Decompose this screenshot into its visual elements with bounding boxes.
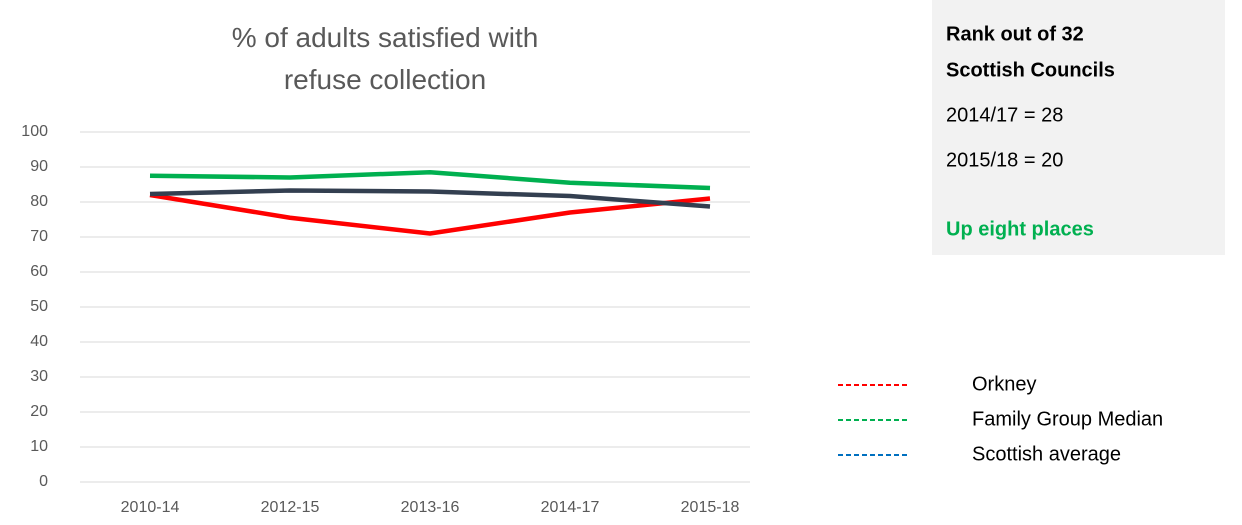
y-tick-label: 10 — [30, 438, 48, 455]
chart-title: % of adults satisfied with refuse collect… — [232, 22, 539, 95]
legend-label: Orkney — [972, 373, 1036, 395]
info-heading: Scottish Councils — [946, 59, 1115, 81]
info-line: 2015/18 = 20 — [946, 149, 1063, 171]
legend-label: Scottish average — [972, 443, 1121, 465]
line-series — [149, 188, 711, 209]
y-tick-label: 0 — [39, 473, 48, 490]
x-tick-label: 2013-16 — [401, 499, 460, 516]
info-box — [932, 0, 1225, 255]
y-tick-label: 90 — [30, 158, 48, 175]
y-tick-label: 20 — [30, 403, 48, 420]
info-highlight: Up eight places — [946, 218, 1094, 240]
y-tick-label: 100 — [21, 123, 48, 140]
info-heading: Rank out of 32 — [946, 23, 1084, 45]
y-tick-label: 60 — [30, 263, 48, 280]
x-tick-label: 2010-14 — [121, 499, 180, 516]
y-tick-label: 50 — [30, 298, 48, 315]
y-tick-label: 80 — [30, 193, 48, 210]
y-tick-label: 70 — [30, 228, 48, 245]
legend-label: Family Group Median — [972, 408, 1163, 430]
line-series — [149, 192, 711, 236]
y-tick-label: 40 — [30, 333, 48, 350]
x-tick-label: 2014-17 — [541, 499, 600, 516]
x-tick-label: 2015-18 — [681, 499, 740, 516]
line-series — [149, 170, 711, 191]
info-line: 2014/17 = 28 — [946, 104, 1063, 126]
x-tick-label: 2012-15 — [261, 499, 320, 516]
y-tick-label: 30 — [30, 368, 48, 385]
